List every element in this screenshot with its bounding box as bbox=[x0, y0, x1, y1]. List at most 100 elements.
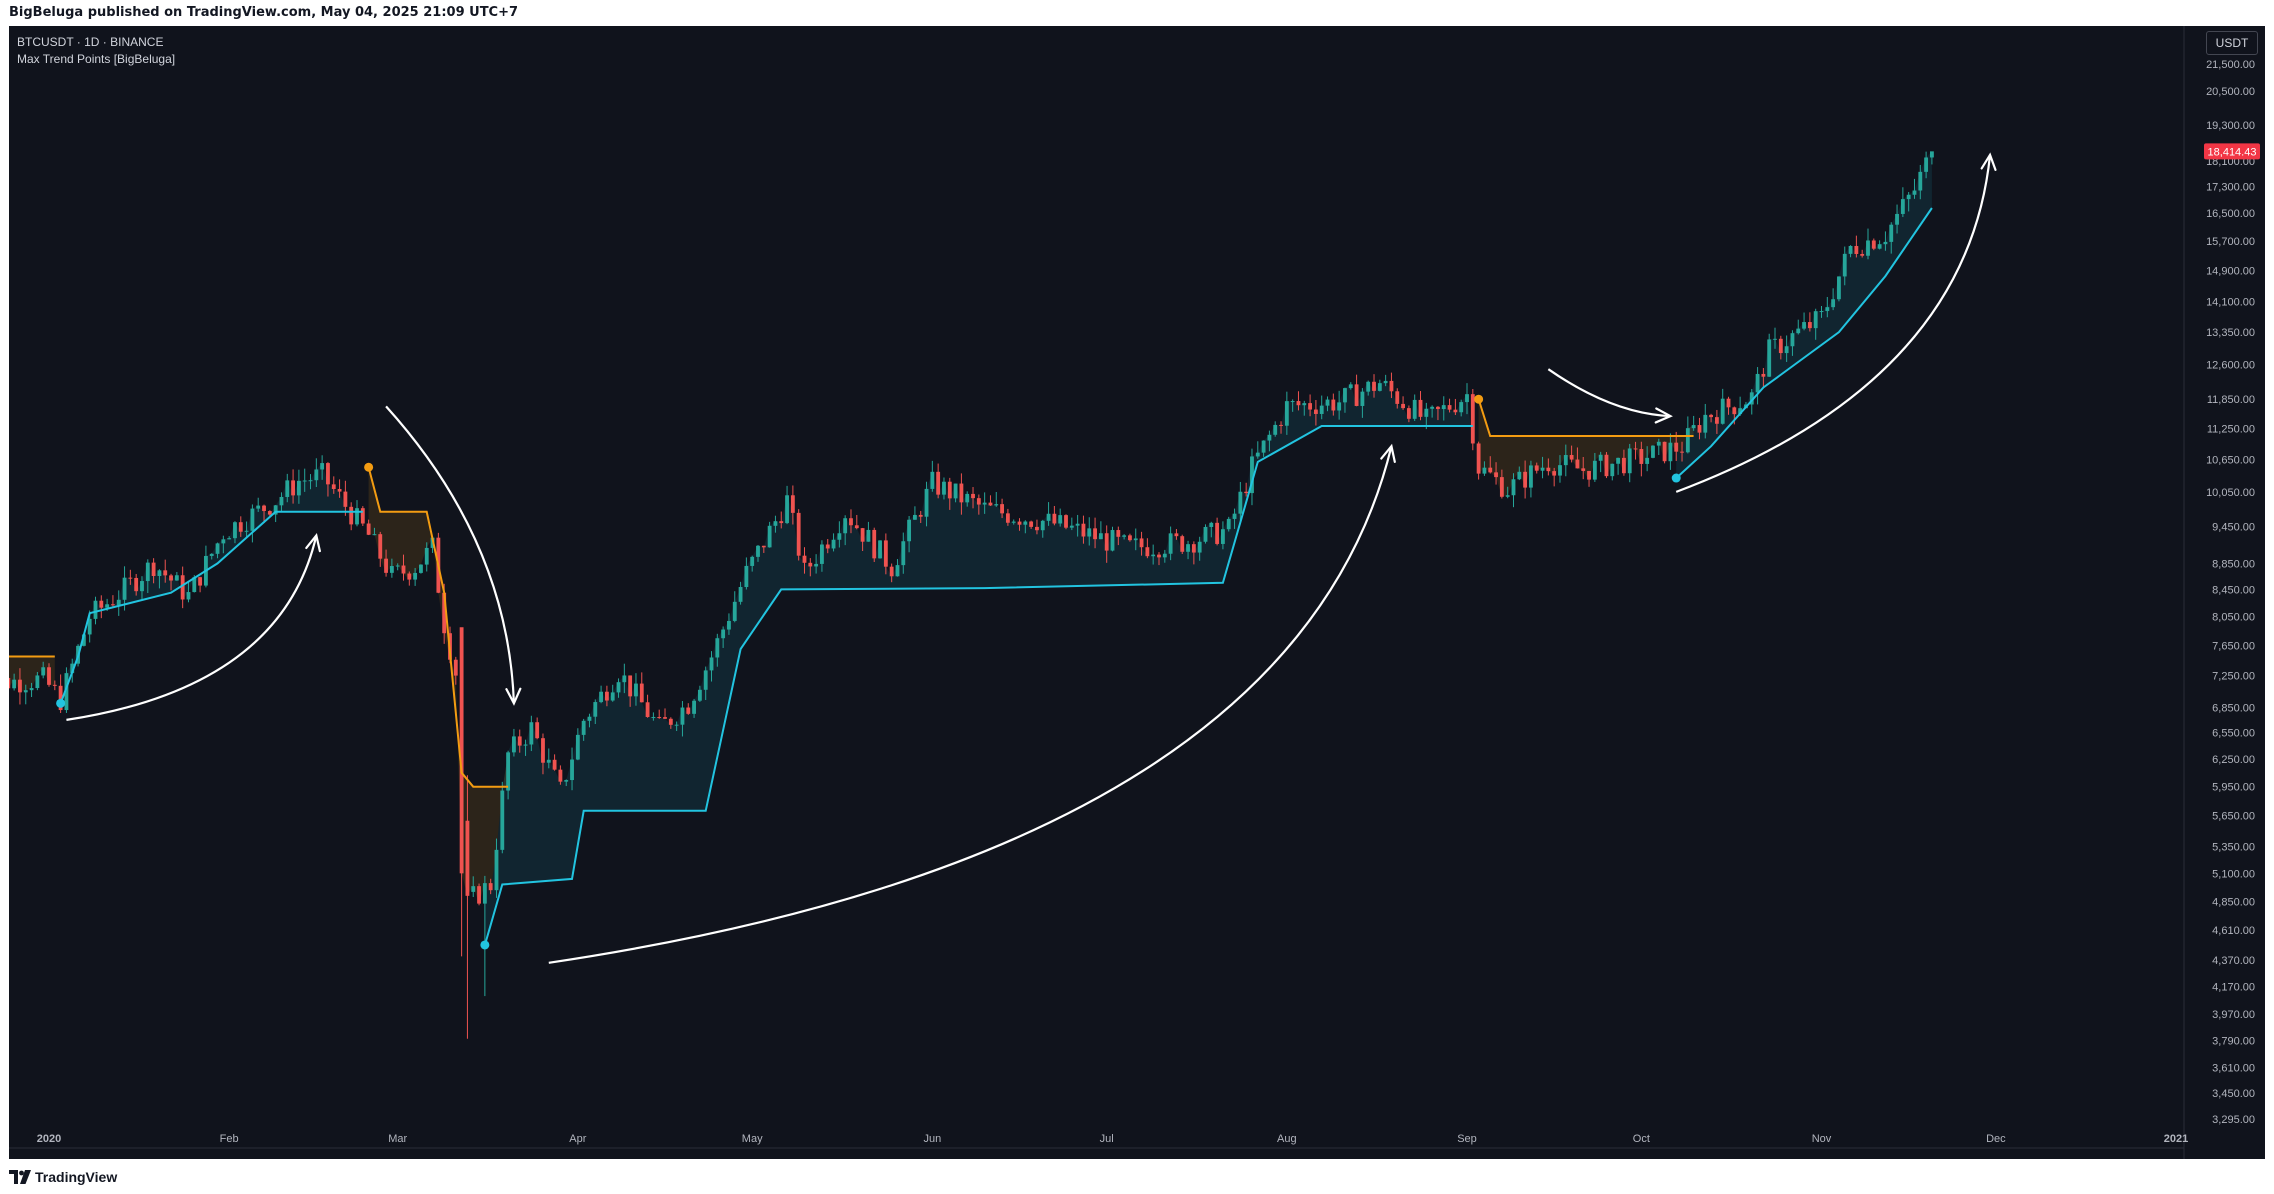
time-tick-label: Jun bbox=[923, 1133, 941, 1145]
candle-body bbox=[802, 555, 807, 563]
candle bbox=[1087, 517, 1092, 546]
candle-body bbox=[227, 538, 232, 540]
annotation-arrow-5[interactable] bbox=[1675, 152, 1997, 493]
annotation-arrow-1[interactable] bbox=[66, 533, 321, 721]
candle bbox=[1430, 405, 1435, 418]
time-axis: 2020 Feb Mar Apr May Jun Jul Aug Sep Oct Nov Dec 202… bbox=[37, 1133, 2188, 1145]
time-tick-label: Feb bbox=[220, 1133, 239, 1145]
candle bbox=[517, 729, 522, 753]
candle bbox=[1343, 387, 1347, 413]
candle-body bbox=[1563, 455, 1568, 466]
candle-body bbox=[1889, 224, 1894, 242]
candle bbox=[453, 656, 458, 685]
candle-body bbox=[1383, 380, 1388, 384]
candle bbox=[116, 590, 121, 616]
indicator-line[interactable]: Max Trend Points [BigBeluga] bbox=[17, 52, 176, 66]
candle bbox=[779, 511, 784, 529]
candle-body bbox=[1203, 527, 1208, 542]
candle-body bbox=[1854, 245, 1859, 254]
candle-body bbox=[1802, 322, 1806, 329]
candle-body bbox=[744, 565, 749, 587]
candle bbox=[366, 519, 371, 536]
annotation-arrow-2[interactable] bbox=[385, 405, 522, 706]
price-tick-label: 5,950.00 bbox=[2212, 782, 2255, 794]
candle-body bbox=[1377, 383, 1382, 391]
candle bbox=[407, 571, 412, 586]
candle-body bbox=[1616, 457, 1621, 464]
price-tick-label: 4,370.00 bbox=[2212, 955, 2255, 967]
symbol-line[interactable]: BTCUSDT · 1D · BINANCE bbox=[17, 35, 164, 49]
candle-body bbox=[1087, 528, 1092, 537]
candle bbox=[1296, 391, 1301, 411]
candle bbox=[523, 739, 528, 756]
candle bbox=[907, 515, 912, 553]
candle bbox=[355, 500, 359, 527]
candle bbox=[1406, 405, 1411, 423]
candle bbox=[47, 663, 51, 687]
chart-pane[interactable]: 21,500.00 20,500.00 19,300.00 18,100.00 17,3… bbox=[9, 26, 2265, 1159]
candle bbox=[1906, 192, 1911, 212]
annotation-arrow-3[interactable] bbox=[548, 443, 1396, 964]
candle-body bbox=[99, 600, 104, 608]
candle-body bbox=[1848, 245, 1853, 254]
candle-body bbox=[738, 586, 743, 602]
candle bbox=[750, 555, 755, 572]
candle bbox=[558, 765, 563, 785]
candle-body bbox=[1499, 477, 1504, 497]
candle-body bbox=[837, 533, 842, 540]
candle bbox=[1325, 396, 1330, 412]
candle bbox=[593, 699, 598, 725]
candle bbox=[1790, 330, 1795, 356]
candle bbox=[1441, 396, 1446, 421]
candle bbox=[320, 455, 325, 480]
candle bbox=[709, 651, 714, 682]
candle-body bbox=[1674, 442, 1679, 452]
candle bbox=[703, 666, 708, 700]
candle bbox=[1662, 441, 1667, 464]
candle-body bbox=[157, 570, 162, 577]
price-chart[interactable]: 21,500.0020,500.0019,300.0018,100.0017,3… bbox=[9, 26, 2265, 1159]
candle-body bbox=[1238, 491, 1243, 514]
candle-body bbox=[35, 675, 40, 689]
candle bbox=[575, 728, 580, 761]
candle-body bbox=[529, 722, 534, 745]
candle bbox=[198, 576, 203, 593]
candle-body bbox=[517, 736, 522, 746]
candle-body bbox=[692, 700, 696, 714]
candle-body bbox=[70, 663, 75, 674]
price-tick-label: 6,550.00 bbox=[2212, 728, 2255, 740]
candle bbox=[1453, 398, 1458, 416]
candle bbox=[1459, 399, 1464, 417]
candle-body bbox=[750, 556, 755, 566]
candle-body bbox=[128, 577, 133, 579]
candle-body bbox=[279, 496, 284, 506]
candle-body bbox=[1662, 441, 1667, 462]
candle bbox=[692, 698, 696, 718]
candle bbox=[1755, 367, 1760, 405]
arrowhead-icon bbox=[305, 533, 321, 553]
candle-body bbox=[1273, 424, 1278, 435]
candle-body bbox=[198, 577, 203, 586]
candle-body bbox=[1709, 414, 1713, 418]
candle bbox=[9, 677, 11, 689]
candle-body bbox=[1680, 451, 1684, 453]
candle-body bbox=[1180, 536, 1185, 552]
candle-body bbox=[500, 790, 505, 850]
candle bbox=[494, 838, 499, 898]
annotation-arrow-4[interactable] bbox=[1547, 368, 1673, 424]
chart-background bbox=[9, 26, 2265, 1159]
trend-line-down-4 bbox=[1477, 398, 1694, 437]
candle bbox=[988, 495, 993, 506]
candle bbox=[657, 709, 662, 719]
tradingview-logo[interactable]: TradingView bbox=[9, 1169, 117, 1185]
candle-body bbox=[988, 502, 993, 506]
candle bbox=[1424, 402, 1429, 430]
candle bbox=[1476, 441, 1481, 480]
candle-body bbox=[1831, 299, 1836, 308]
currency-button[interactable]: USDT bbox=[2206, 31, 2258, 55]
candle-body bbox=[1081, 523, 1086, 537]
candle bbox=[1685, 416, 1690, 454]
arrow-curve bbox=[1675, 154, 1992, 493]
candle bbox=[732, 591, 737, 623]
candle-body bbox=[52, 684, 57, 686]
